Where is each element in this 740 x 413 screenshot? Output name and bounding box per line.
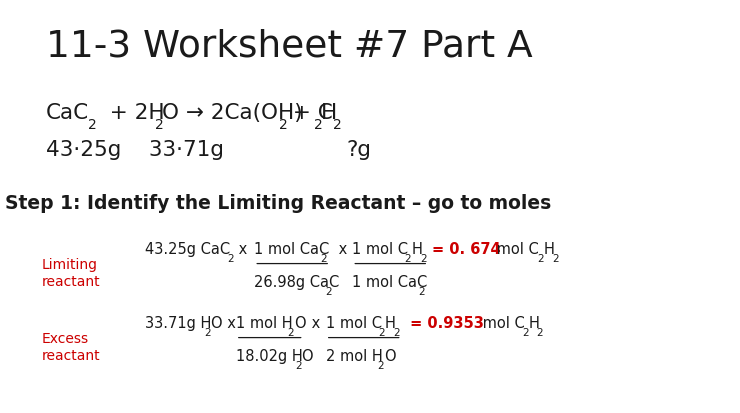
Text: 2: 2 bbox=[536, 327, 543, 337]
Text: 11-3 Worksheet #7 Part A: 11-3 Worksheet #7 Part A bbox=[46, 28, 532, 64]
Text: 1 mol CaC: 1 mol CaC bbox=[255, 242, 329, 256]
Text: O → 2Ca(OH): O → 2Ca(OH) bbox=[162, 102, 303, 122]
Text: 2: 2 bbox=[278, 118, 287, 132]
Text: H: H bbox=[528, 316, 539, 330]
Text: 43.25g CaC: 43.25g CaC bbox=[145, 242, 230, 256]
Text: mol C: mol C bbox=[477, 316, 525, 330]
Text: 1 mol C: 1 mol C bbox=[352, 242, 408, 256]
Text: 2: 2 bbox=[325, 286, 332, 296]
Text: 1 mol C: 1 mol C bbox=[326, 316, 382, 330]
Text: 2: 2 bbox=[155, 118, 164, 132]
Text: + 2H: + 2H bbox=[95, 102, 164, 122]
Text: 2: 2 bbox=[537, 253, 544, 263]
Text: 2 mol H: 2 mol H bbox=[326, 348, 383, 363]
Text: Excess
reactant: Excess reactant bbox=[42, 332, 101, 362]
Text: O x: O x bbox=[211, 316, 235, 330]
Text: 2: 2 bbox=[419, 286, 426, 296]
Text: 2: 2 bbox=[320, 253, 327, 263]
Text: 2: 2 bbox=[522, 327, 528, 337]
Text: x: x bbox=[334, 242, 347, 256]
Text: 2: 2 bbox=[333, 118, 342, 132]
Text: = 0. 674: = 0. 674 bbox=[432, 242, 500, 256]
Text: 18.02g H: 18.02g H bbox=[236, 348, 303, 363]
Text: H: H bbox=[411, 242, 422, 256]
Text: 2: 2 bbox=[377, 360, 384, 370]
Text: 2: 2 bbox=[420, 253, 427, 263]
Text: = 0.9353: = 0.9353 bbox=[406, 316, 484, 330]
Text: H: H bbox=[544, 242, 555, 256]
Text: CaC: CaC bbox=[46, 102, 89, 122]
Text: 2: 2 bbox=[394, 327, 400, 337]
Text: 33.71g H: 33.71g H bbox=[145, 316, 212, 330]
Text: Limiting
reactant: Limiting reactant bbox=[42, 258, 101, 288]
Text: 2: 2 bbox=[228, 253, 235, 263]
Text: mol C: mol C bbox=[492, 242, 539, 256]
Text: O: O bbox=[384, 348, 396, 363]
Text: Step 1: Identify the Limiting Reactant – go to moles: Step 1: Identify the Limiting Reactant –… bbox=[5, 194, 551, 213]
Text: 1 mol CaC: 1 mol CaC bbox=[352, 275, 428, 290]
Text: 2: 2 bbox=[552, 253, 559, 263]
Text: 26.98g CaC: 26.98g CaC bbox=[255, 275, 340, 290]
Text: 2: 2 bbox=[314, 118, 323, 132]
Text: x: x bbox=[307, 316, 320, 330]
Text: + C: + C bbox=[286, 102, 333, 122]
Text: 43·25g    33·71g: 43·25g 33·71g bbox=[46, 139, 223, 159]
Text: H: H bbox=[385, 316, 396, 330]
Text: x: x bbox=[235, 242, 248, 256]
Text: 2: 2 bbox=[204, 327, 211, 337]
Text: 2: 2 bbox=[287, 327, 294, 337]
Text: H: H bbox=[321, 102, 337, 122]
Text: 1 mol H: 1 mol H bbox=[236, 316, 292, 330]
Text: 2: 2 bbox=[88, 118, 97, 132]
Text: 2: 2 bbox=[378, 327, 385, 337]
Text: 2: 2 bbox=[295, 360, 301, 370]
Text: ?g: ?g bbox=[346, 139, 371, 159]
Text: 2: 2 bbox=[405, 253, 411, 263]
Text: O: O bbox=[301, 348, 313, 363]
Text: O: O bbox=[294, 316, 306, 330]
